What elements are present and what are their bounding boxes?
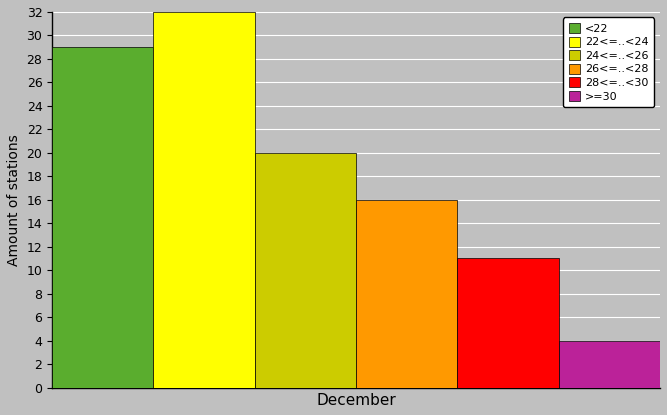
Bar: [255, 153, 356, 388]
Bar: [153, 12, 255, 388]
X-axis label: December: December: [316, 393, 396, 408]
Bar: [52, 47, 153, 388]
Bar: [356, 200, 458, 388]
Y-axis label: Amount of stations: Amount of stations: [7, 134, 21, 266]
Bar: [559, 341, 660, 388]
Bar: [458, 259, 559, 388]
Legend: <22, 22<=..<24, 24<=..<26, 26<=..<28, 28<=..<30, >=30: <22, 22<=..<24, 24<=..<26, 26<=..<28, 28…: [563, 17, 654, 107]
